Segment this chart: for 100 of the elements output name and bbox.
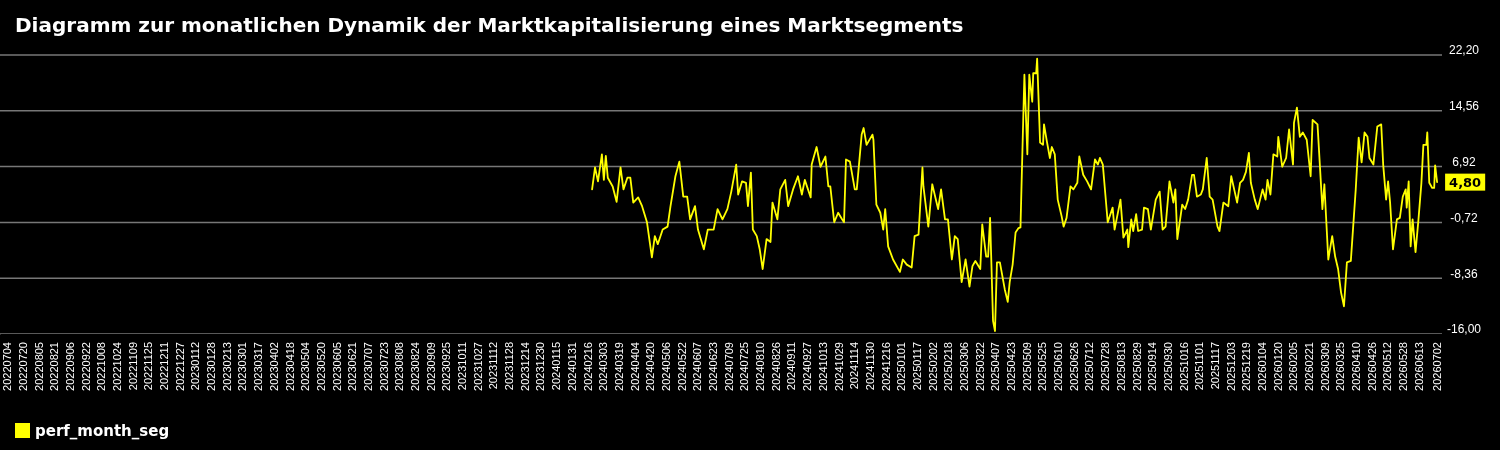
x-tick-label: 20250101: [895, 342, 908, 391]
x-tick-label: 20241114: [848, 342, 861, 390]
x-tick-label: 20240216: [581, 342, 594, 391]
x-tick-label: 20220821: [48, 342, 61, 391]
x-tick-label: 20250610: [1052, 342, 1065, 391]
x-tick-label: 20240927: [801, 342, 814, 391]
chart-title: Diagramm zur monatlichen Dynamik der Marktkapitalisierung eines Marktsegments: [15, 13, 964, 37]
x-tick-label: 20240319: [612, 342, 625, 391]
x-tick-label: 20231112: [487, 342, 500, 390]
x-tick-label: 20231230: [534, 342, 547, 391]
x-tick-label: 20251117: [1208, 342, 1221, 390]
x-tick-label: 20231011: [456, 342, 469, 391]
x-tick-label: 20221211: [158, 342, 171, 391]
x-tick-label: 20260205: [1287, 342, 1300, 391]
x-tick-label: 20230402: [267, 342, 280, 391]
x-tick-label: 20260512: [1381, 342, 1394, 391]
x-tick-label: 20230909: [424, 342, 437, 391]
x-tick-label: 20240420: [644, 342, 657, 391]
x-tick-label: 20230504: [299, 342, 312, 391]
x-tick-label: 20251101: [1193, 342, 1206, 391]
x-tick-label: 20250218: [942, 342, 955, 391]
x-tick-label: 20240522: [675, 342, 688, 391]
y-tick-label: 22,20: [1448, 43, 1480, 58]
x-tick-label: 20221125: [142, 342, 155, 391]
x-tick-label: 20260325: [1334, 342, 1347, 391]
x-tick-label: 20260221: [1303, 342, 1316, 391]
x-tick-label: 20240810: [754, 342, 767, 391]
x-tick-label: 20230128: [205, 342, 218, 391]
x-tick-label: 20250813: [1114, 342, 1127, 391]
x-tick-label: 20241216: [879, 342, 892, 391]
x-tick-label: 20221109: [126, 342, 139, 391]
x-tick-label: 20240709: [722, 342, 735, 391]
x-tick-label: 20260309: [1318, 342, 1331, 391]
x-tick-label: 20251203: [1224, 342, 1237, 391]
x-tick-label: 20241013: [816, 342, 829, 391]
x-tick-label: 20250626: [1067, 342, 1080, 391]
x-tick-label: 20230213: [220, 342, 233, 391]
x-tick-label: 20250525: [1036, 342, 1049, 391]
x-tick-label: 20250306: [957, 342, 970, 391]
x-tick-label: 20251219: [1240, 342, 1253, 391]
x-tick-label: 20260120: [1271, 342, 1284, 391]
x-tick-label: 20240506: [659, 342, 672, 391]
x-tick-label: 20240607: [691, 342, 704, 391]
x-tick-label: 20230520: [314, 342, 327, 391]
x-tick-label: 20240826: [769, 342, 782, 391]
x-tick-label: 20240623: [707, 342, 720, 391]
x-tick-label: 20230707: [361, 342, 374, 391]
x-tick-label: 20240131: [565, 342, 578, 391]
x-tick-label: 20230317: [252, 342, 265, 391]
y-tick-label: 6,92: [1452, 154, 1476, 169]
x-tick-label: 20220805: [32, 342, 45, 391]
x-tick-label: 20230621: [346, 342, 359, 391]
x-tick-label: 20230301: [236, 342, 249, 391]
x-tick-label: 20250117: [910, 342, 923, 391]
x-tick-label: 20250712: [1083, 342, 1096, 391]
x-tick-label: 20250202: [926, 342, 939, 391]
x-tick-label: 20250509: [1020, 342, 1033, 391]
x-tick-label: 20230925: [440, 342, 453, 391]
x-tick-label: 20240303: [597, 342, 610, 391]
x-tick-label: 20250930: [1161, 342, 1174, 391]
x-tick-label: 20240115: [550, 342, 563, 391]
legend-label: perf_month_seg: [35, 422, 170, 440]
x-tick-label: 20250423: [1005, 342, 1018, 391]
x-tick-label: 20231128: [503, 342, 516, 391]
x-tick-label: 20250829: [1130, 342, 1143, 391]
annotation: 4,80: [1449, 174, 1482, 190]
x-tick-label: 20231027: [471, 342, 484, 391]
x-tick-label: 20221227: [173, 342, 186, 391]
x-tick-label: 20260528: [1397, 342, 1410, 391]
x-tick-label: 20230723: [377, 342, 390, 391]
x-tick-label: 20230605: [330, 342, 343, 391]
x-tick-label: 20260410: [1350, 342, 1363, 391]
x-tick-label: 20240911: [785, 342, 798, 391]
x-tick-label: 20240404: [628, 342, 641, 391]
x-tick-label: 20250407: [989, 342, 1002, 391]
x-tick-label: 20250728: [1099, 342, 1112, 391]
x-tick-label: 20250322: [973, 342, 986, 391]
x-tick-label: 20221024: [111, 342, 123, 391]
x-tick-label: 20260613: [1412, 342, 1425, 391]
x-tick-label: 20230824: [409, 342, 422, 391]
x-tick-label: 20221008: [95, 342, 108, 391]
x-tick-label: 20241130: [863, 342, 876, 391]
x-tick-label: 20220704: [1, 342, 14, 391]
x-tick-label: 20251016: [1177, 342, 1190, 391]
x-tick-label: 20260426: [1365, 342, 1378, 391]
x-tick-label: 20231214: [518, 342, 531, 391]
x-tick-label: 20230808: [393, 342, 406, 391]
x-tick-label: 20220922: [79, 342, 92, 391]
x-tick-label: 20260104: [1255, 342, 1268, 391]
y-tick-label: -8,36: [1450, 266, 1478, 281]
y-tick-label: -0,72: [1450, 210, 1478, 225]
x-tick-label: 20250914: [1146, 342, 1159, 391]
y-tick-label: 14,56: [1448, 99, 1480, 114]
y-tick-label: -16,00: [1446, 322, 1482, 337]
x-tick-label: 20220720: [16, 342, 29, 391]
x-tick-label: 20230112: [189, 342, 202, 391]
x-tick-label: 20260702: [1431, 342, 1444, 391]
x-tick-label: 20230418: [283, 342, 296, 391]
x-tick-label: 20240725: [738, 342, 751, 391]
x-tick-label: 20220906: [63, 342, 76, 391]
